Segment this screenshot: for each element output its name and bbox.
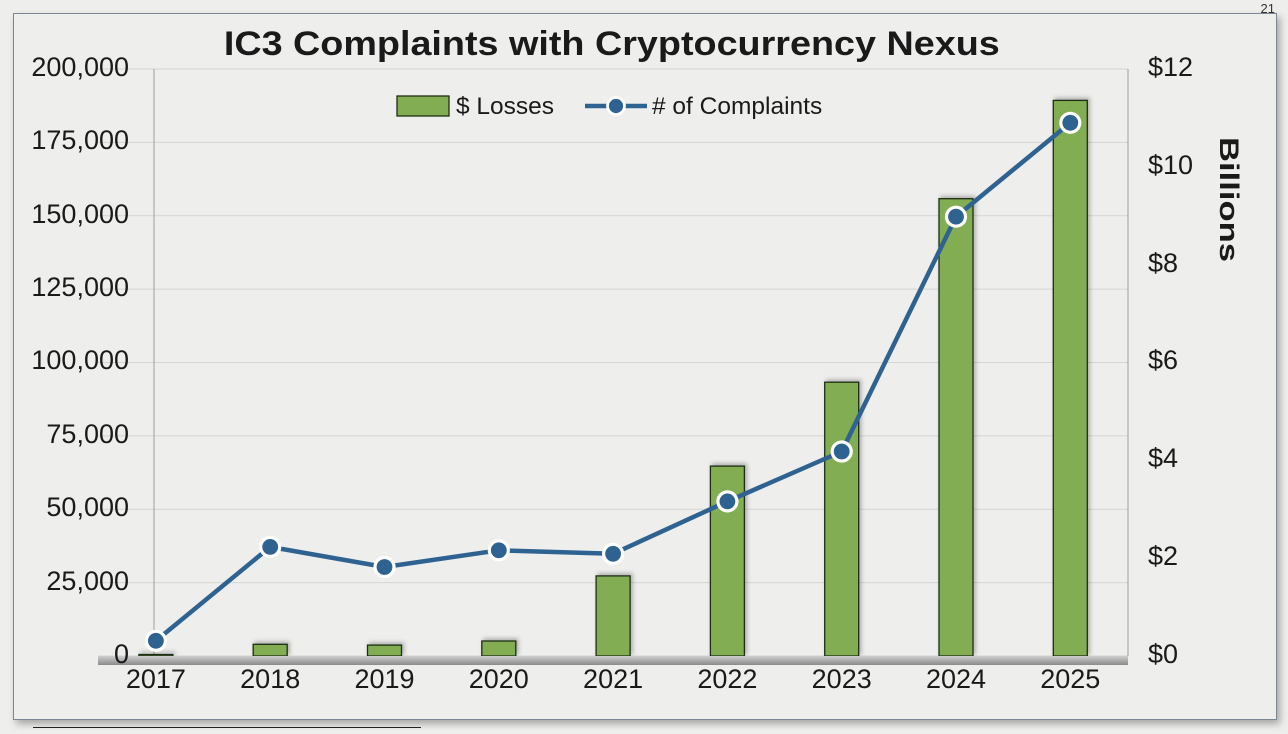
- svg-text:2018: 2018: [240, 664, 300, 694]
- svg-text:2023: 2023: [812, 664, 872, 694]
- svg-text:$8: $8: [1148, 248, 1178, 278]
- svg-text:$10: $10: [1148, 150, 1193, 180]
- svg-text:2025: 2025: [1040, 664, 1100, 694]
- svg-text:2019: 2019: [354, 664, 414, 694]
- svg-text:2020: 2020: [469, 664, 529, 694]
- svg-text:# of Complaints: # of Complaints: [652, 93, 822, 120]
- svg-text:2021: 2021: [583, 664, 643, 694]
- svg-text:$12: $12: [1148, 52, 1193, 82]
- svg-text:2017: 2017: [126, 664, 186, 694]
- svg-text:$2: $2: [1148, 541, 1178, 571]
- svg-text:125,000: 125,000: [31, 272, 129, 302]
- svg-text:Billions: Billions: [1214, 137, 1244, 262]
- svg-text:75,000: 75,000: [46, 419, 129, 449]
- svg-text:$6: $6: [1148, 345, 1178, 375]
- svg-text:$0: $0: [1148, 639, 1178, 669]
- svg-text:100,000: 100,000: [31, 345, 129, 375]
- svg-text:200,000: 200,000: [31, 52, 129, 82]
- svg-text:25,000: 25,000: [46, 566, 129, 596]
- svg-text:$ Losses: $ Losses: [456, 93, 554, 120]
- svg-text:2022: 2022: [697, 664, 757, 694]
- svg-text:$4: $4: [1148, 443, 1178, 473]
- svg-text:175,000: 175,000: [31, 125, 129, 155]
- svg-text:150,000: 150,000: [31, 199, 129, 229]
- svg-text:2024: 2024: [926, 664, 986, 694]
- svg-text:50,000: 50,000: [46, 492, 129, 522]
